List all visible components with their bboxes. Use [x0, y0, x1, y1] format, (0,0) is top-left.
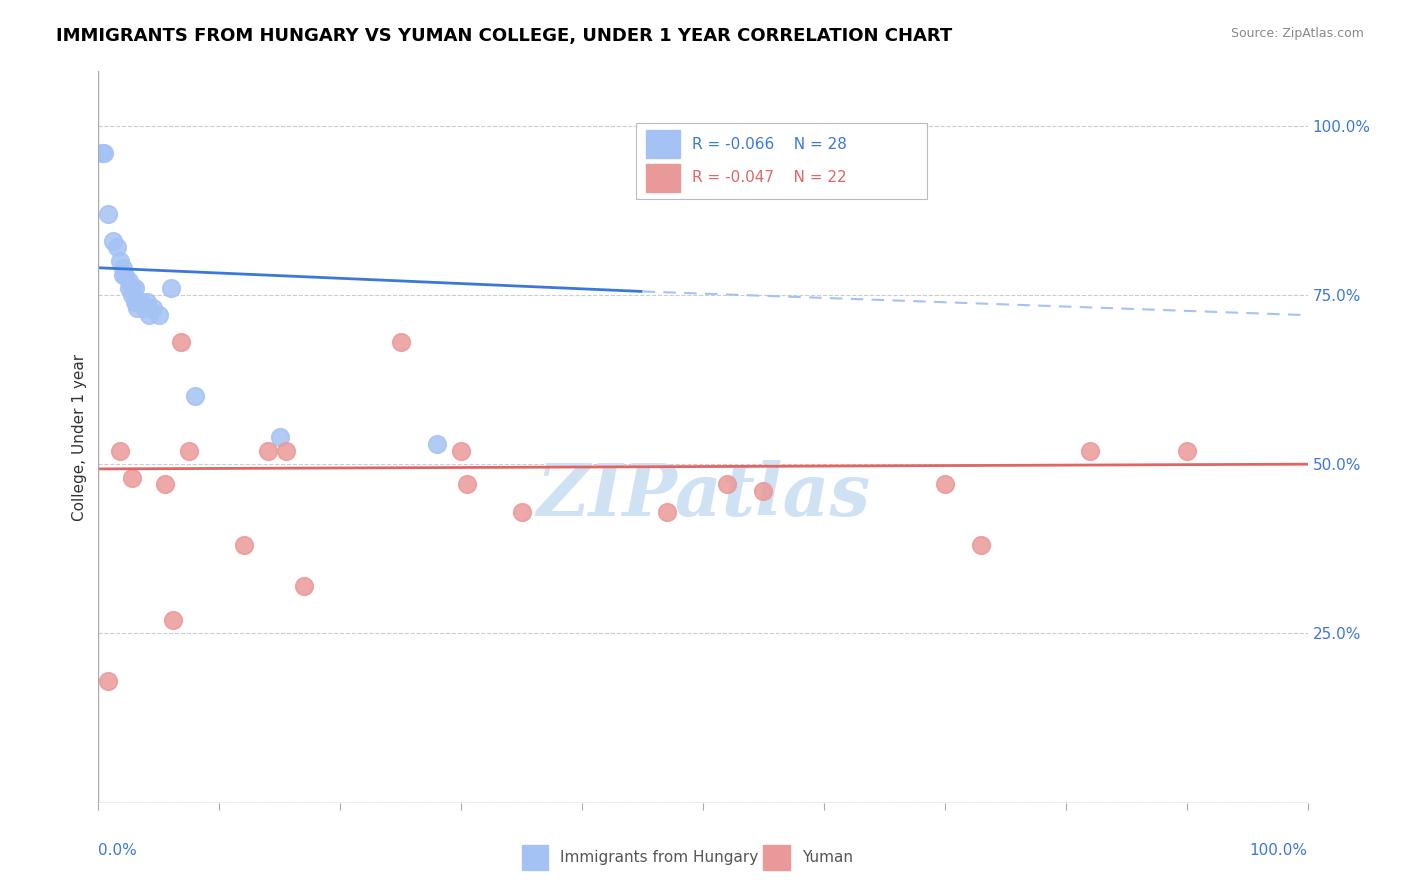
Bar — [522, 845, 548, 871]
Point — [138, 308, 160, 322]
Point — [256, 443, 278, 458]
Point — [121, 288, 143, 302]
Text: Immigrants from Hungary: Immigrants from Hungary — [561, 850, 759, 865]
Point — [111, 260, 134, 275]
Text: R = -0.066    N = 28: R = -0.066 N = 28 — [692, 136, 846, 152]
Text: IMMIGRANTS FROM HUNGARY VS YUMAN COLLEGE, UNDER 1 YEAR CORRELATION CHART: IMMIGRANTS FROM HUNGARY VS YUMAN COLLEGE… — [56, 27, 952, 45]
Text: Source: ZipAtlas.com: Source: ZipAtlas.com — [1230, 27, 1364, 40]
Point — [426, 437, 449, 451]
Point — [142, 301, 165, 316]
Point — [232, 538, 254, 552]
Text: R = -0.047    N = 22: R = -0.047 N = 22 — [692, 170, 846, 186]
Point — [135, 294, 157, 309]
Point — [111, 268, 134, 282]
Bar — [647, 164, 681, 192]
Point — [179, 443, 201, 458]
Point — [752, 484, 775, 499]
Point — [118, 281, 141, 295]
Bar — [647, 130, 681, 158]
Point — [655, 505, 678, 519]
Point — [127, 294, 149, 309]
Point — [127, 301, 149, 316]
Point — [97, 673, 120, 688]
Point — [118, 274, 141, 288]
Text: 100.0%: 100.0% — [1250, 843, 1308, 858]
Point — [114, 268, 136, 282]
Point — [124, 294, 146, 309]
Point — [121, 471, 143, 485]
Text: ZIPatlas: ZIPatlas — [536, 460, 870, 531]
Point — [121, 281, 143, 295]
Point — [124, 281, 146, 295]
Point — [129, 294, 152, 309]
Bar — [637, 122, 927, 199]
Point — [274, 443, 297, 458]
Point — [134, 301, 156, 316]
Point — [97, 206, 120, 220]
Point — [160, 281, 183, 295]
Point — [169, 335, 191, 350]
Text: Yuman: Yuman — [803, 850, 853, 865]
Point — [1078, 443, 1101, 458]
Point — [389, 335, 412, 350]
Point — [1175, 443, 1198, 458]
Point — [101, 234, 124, 248]
Point — [269, 430, 291, 444]
Point — [135, 301, 157, 316]
Point — [184, 389, 207, 403]
Point — [292, 579, 315, 593]
Point — [456, 477, 478, 491]
Point — [108, 443, 131, 458]
Point — [105, 240, 128, 254]
Point — [91, 145, 114, 160]
Point — [450, 443, 472, 458]
Point — [153, 477, 176, 491]
Text: 0.0%: 0.0% — [98, 843, 138, 858]
Point — [108, 254, 131, 268]
Y-axis label: College, Under 1 year: College, Under 1 year — [72, 353, 87, 521]
Point — [716, 477, 738, 491]
Point — [162, 613, 184, 627]
Point — [148, 308, 170, 322]
Point — [970, 538, 993, 552]
Point — [934, 477, 956, 491]
Point — [510, 505, 533, 519]
Point — [93, 145, 115, 160]
Bar — [763, 845, 790, 871]
